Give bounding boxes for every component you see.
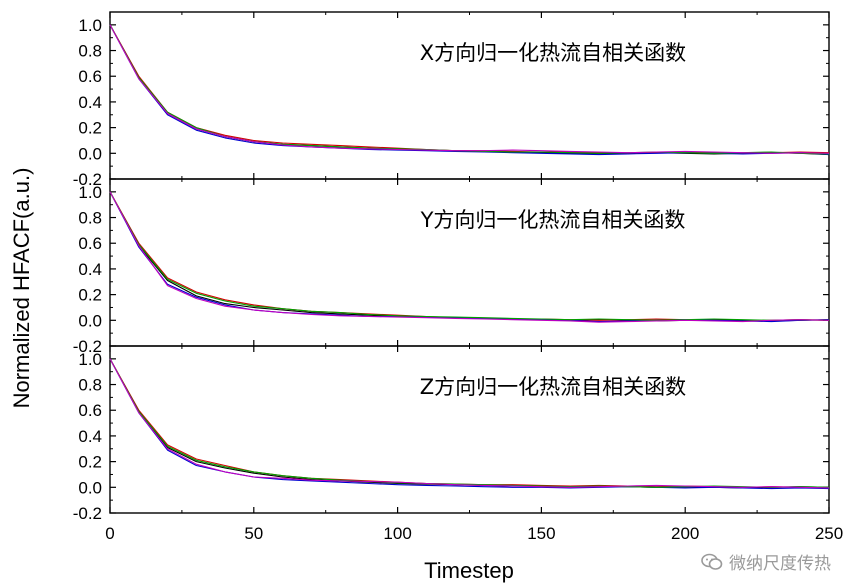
watermark-text: 微纳尺度传热	[729, 554, 831, 574]
series-line	[109, 191, 830, 321]
y-tick-label: 0.6	[78, 234, 102, 253]
wechat-icon	[701, 553, 723, 570]
y-tick-label: 1.0	[78, 16, 102, 35]
y-tick-label: 0.8	[78, 42, 102, 61]
y-tick-label: 0.4	[78, 260, 102, 279]
series-line	[109, 24, 830, 154]
panel-label: X方向归一化热流自相关函数	[420, 41, 686, 65]
y-tick-label: -0.2	[73, 170, 102, 189]
chart-panels: -0.20.00.20.40.60.81.0X方向归一化热流自相关函数-0.20…	[73, 11, 843, 543]
y-axis-title: Normalized HFACF(a.u.)	[9, 168, 34, 409]
y-tick-label: 0.0	[78, 144, 102, 163]
watermark: 微纳尺度传热	[701, 549, 831, 574]
x-tick-label: 250	[815, 524, 843, 543]
x-axis-title: Timestep	[424, 558, 514, 583]
y-tick-label: -0.2	[73, 337, 102, 356]
panel-3: -0.2 0.0 0.2 0.4 0.6 0.8 1.0 Z方向归一化热流自相关函数	[73, 345, 830, 523]
series-line	[109, 191, 830, 323]
y-tick-label: 1.0	[78, 183, 102, 202]
x-tick-label: 200	[671, 524, 699, 543]
y-tick-label: 0.4	[78, 93, 102, 112]
panel-label: Y方向归一化热流自相关函数	[420, 208, 686, 232]
y-tick-label: 0.6	[78, 67, 102, 86]
series-line	[109, 191, 830, 323]
y-tick-label: 0.6	[78, 401, 102, 420]
series-line	[109, 358, 830, 489]
y-tick-label: 0.2	[78, 119, 102, 138]
y-tick-label: 0.2	[78, 286, 102, 305]
y-tick-label: 0.8	[78, 376, 102, 395]
y-tick-label: 0.0	[78, 478, 102, 497]
x-tick-label: 150	[527, 524, 555, 543]
x-tick-label: 50	[244, 524, 263, 543]
x-tick-label: 100	[383, 524, 411, 543]
x-tick-label: 0	[105, 524, 114, 543]
y-tick-label: -0.2	[73, 504, 102, 523]
panel-1: -0.2 0.0 0.2 0.4 0.6 0.8 1.0 X方向归一化热流自相关函数	[73, 11, 830, 189]
y-tick-label: 0.0	[78, 311, 102, 330]
y-tick-label: 0.4	[78, 427, 102, 446]
y-tick-label: 0.8	[78, 209, 102, 228]
y-tick-label: 1.0	[78, 350, 102, 369]
panel-label: Z方向归一化热流自相关函数	[420, 375, 686, 399]
y-tick-label: 0.2	[78, 453, 102, 472]
panel-2: -0.2 0.0 0.2 0.4 0.6 0.8 1.0 Y方向归一化热流自相关函数	[73, 178, 830, 356]
